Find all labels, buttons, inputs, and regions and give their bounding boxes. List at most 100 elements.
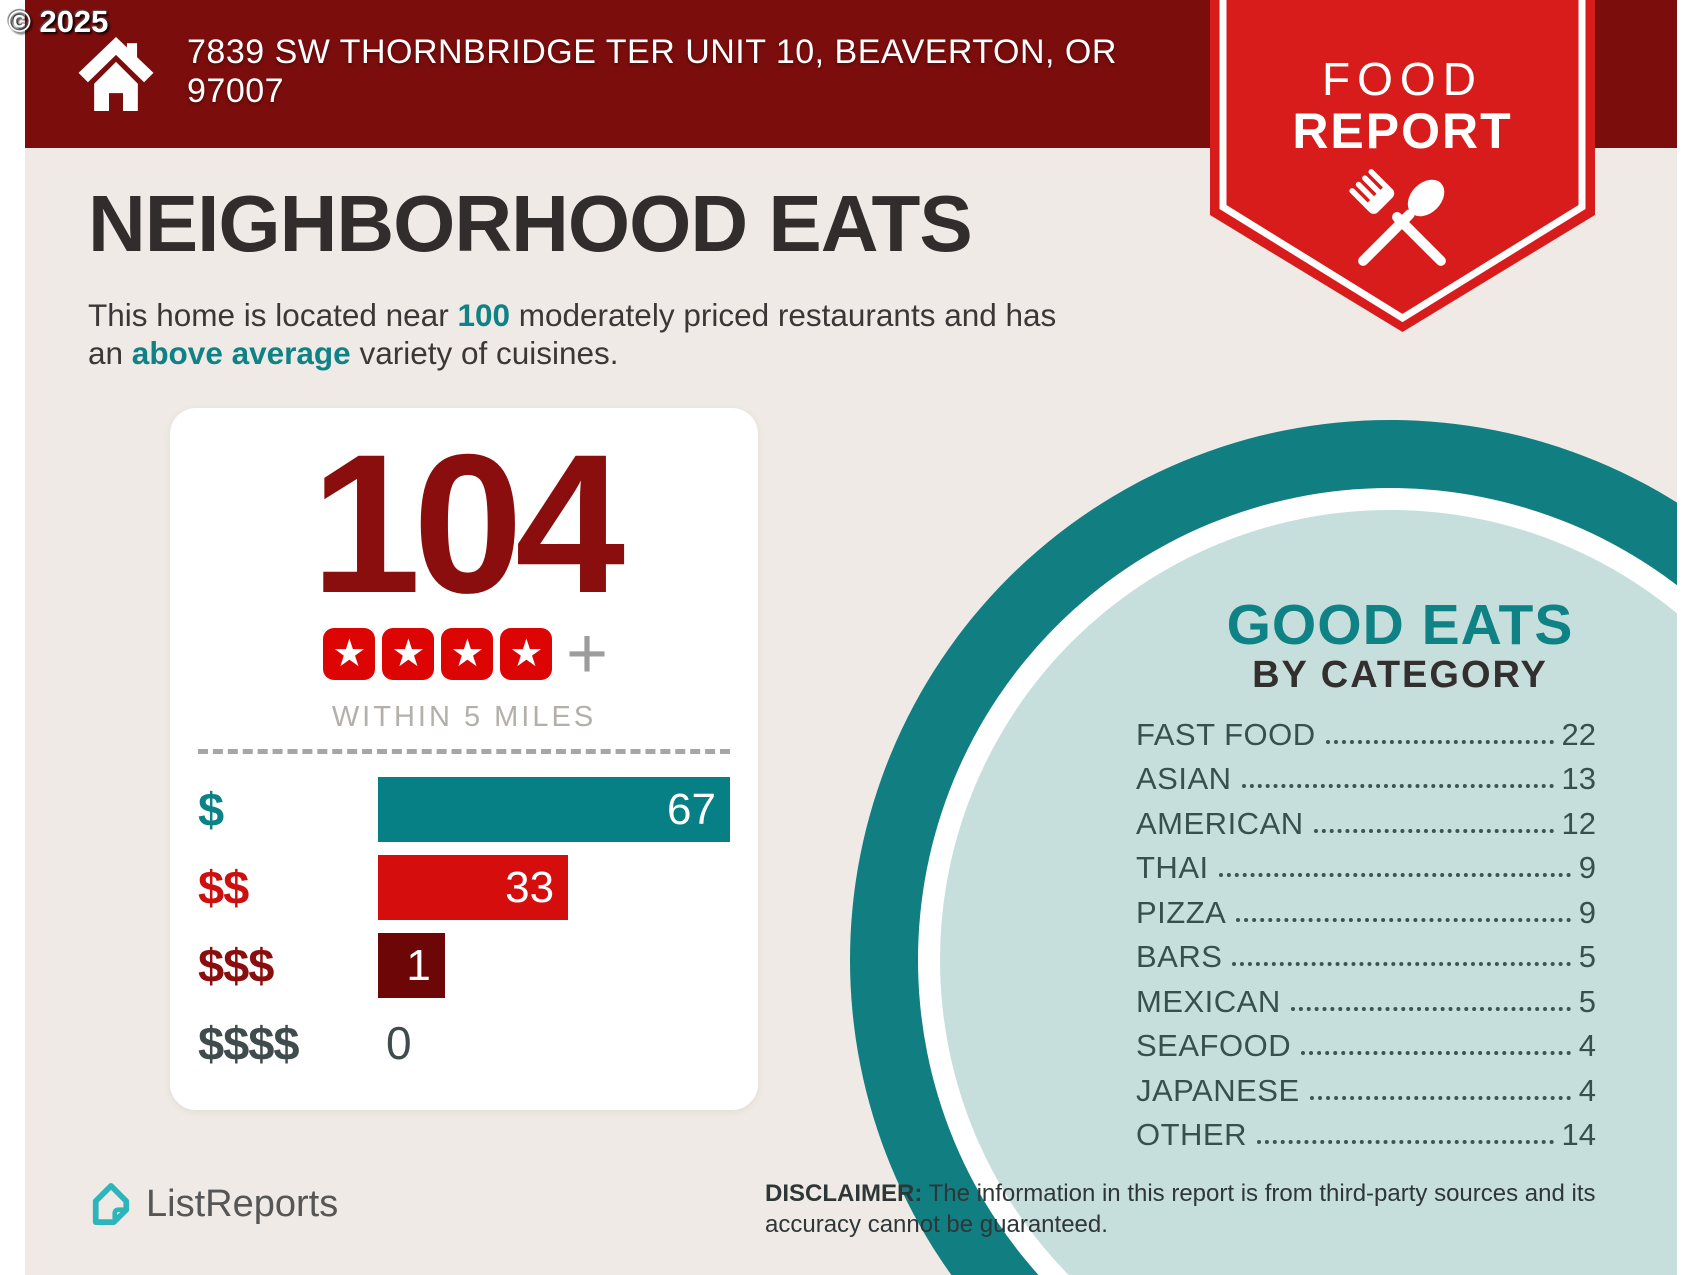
star-icon: ★ xyxy=(382,628,435,680)
price-tier-bar: 1 xyxy=(378,933,445,998)
category-label: THAI xyxy=(1136,850,1209,885)
price-tier-label: $$ xyxy=(198,861,249,914)
category-row: JAPANESE 4 xyxy=(1136,1068,1596,1113)
spoon-fork-icon xyxy=(1349,169,1446,266)
price-tier-bar-area: 67 xyxy=(378,777,730,842)
category-label: AMERICAN xyxy=(1136,805,1304,841)
ribbon-banner-shape xyxy=(1210,0,1595,332)
dotted-leader xyxy=(1241,784,1554,788)
category-label: PIZZA xyxy=(1136,894,1227,930)
price-tier-value: 0 xyxy=(386,1017,412,1069)
price-tier-value: 33 xyxy=(505,862,555,912)
category-label: ASIAN xyxy=(1136,761,1232,796)
disclaimer-label: DISCLAIMER: xyxy=(765,1180,923,1207)
subtitle-text: This home is located near xyxy=(88,297,458,333)
category-label: MEXICAN xyxy=(1136,983,1281,1019)
category-row: FAST FOOD 22 xyxy=(1136,712,1596,757)
category-value: 4 xyxy=(1578,1072,1596,1108)
category-label: JAPANESE xyxy=(1136,1072,1300,1108)
disclaimer: DISCLAIMER: The information in this repo… xyxy=(765,1178,1645,1240)
category-value: 12 xyxy=(1561,805,1596,841)
address-line1: 7839 SW THORNBRIDGE TER UNIT 10, BEAVERT… xyxy=(187,33,1117,71)
category-row: MEXICAN 5 xyxy=(1136,979,1596,1024)
star-icon: ★ xyxy=(500,628,553,680)
category-label: FAST FOOD xyxy=(1136,716,1316,752)
listreports-house-icon xyxy=(92,1183,130,1225)
category-value: 5 xyxy=(1578,983,1596,1019)
copyright-watermark: © 2025 xyxy=(8,4,109,39)
price-tier-bar: 67 xyxy=(378,777,730,842)
category-value: 14 xyxy=(1561,1117,1596,1152)
radius-label: WITHIN 5 MILES xyxy=(331,701,597,733)
price-tier-bar: 33 xyxy=(378,855,569,920)
price-tier-row: $$$$ 0 xyxy=(198,1011,730,1076)
infographic-canvas: 7839 SW THORNBRIDGE TER UNIT 10, BEAVERT… xyxy=(25,0,1677,1275)
rating-stars: ★ ★ ★ ★ xyxy=(320,628,556,680)
category-row: ASIAN 13 xyxy=(1136,757,1596,802)
address-line2: 97007 xyxy=(187,72,285,110)
category-value: 5 xyxy=(1578,939,1596,974)
listreports-logotype: ListReports xyxy=(146,1182,339,1225)
food-report-ribbon: FOOD REPORT xyxy=(1210,0,1595,332)
category-label: BARS xyxy=(1136,939,1223,974)
ribbon-title-report: REPORT xyxy=(1292,103,1513,159)
disclaimer-line2: accuracy cannot be guaranteed. xyxy=(765,1211,1108,1238)
ribbon-title-food: FOOD xyxy=(1322,53,1483,105)
good-eats-subtitle: BY CATEGORY xyxy=(1252,654,1548,696)
plus-sign: + xyxy=(565,614,609,694)
dotted-leader xyxy=(1290,1006,1571,1011)
dotted-leader xyxy=(1325,739,1554,744)
listreports-logo: ListReports xyxy=(90,1180,338,1228)
category-row: BARS 5 xyxy=(1136,935,1596,980)
category-row: OTHER 14 xyxy=(1136,1113,1596,1158)
good-eats-title: GOOD EATS xyxy=(1226,593,1574,657)
price-tier-value: 1 xyxy=(406,940,431,990)
restaurant-stats-card: 104 ★ ★ ★ ★ + WITHIN 5 MILES $67 $$ 33 $$$ 1 $$$… xyxy=(170,408,758,1110)
price-tier-row: $$$ 1 xyxy=(198,933,730,998)
dotted-leader xyxy=(1218,873,1571,877)
category-value: 13 xyxy=(1561,761,1596,796)
restaurant-count: 104 xyxy=(310,413,625,634)
category-row: AMERICAN 12 xyxy=(1136,801,1596,846)
price-tier-label: $$$$ xyxy=(198,1017,300,1070)
category-value: 4 xyxy=(1578,1028,1596,1063)
category-row: PIZZA 9 xyxy=(1136,890,1596,935)
dashed-divider xyxy=(198,749,730,754)
price-tier-bar-area: 33 xyxy=(378,855,730,920)
price-tier-bar-area: 1 xyxy=(378,933,730,998)
property-address: 7839 SW THORNBRIDGE TER UNIT 10, BEAVERT… xyxy=(187,33,1117,111)
disclaimer-line1: The information in this report is from t… xyxy=(922,1180,1596,1207)
dotted-leader xyxy=(1232,962,1571,966)
dotted-leader xyxy=(1313,828,1554,833)
price-tier-row: $67 xyxy=(198,777,730,842)
subtitle-highlight-variety: above average xyxy=(131,335,351,371)
category-list: FAST FOOD 22 ASIAN 13 AMERICAN 12 THAI 9 PIZZA 9 B… xyxy=(1136,712,1596,1157)
star-icon: ★ xyxy=(441,628,494,680)
category-row: THAI 9 xyxy=(1136,846,1596,891)
category-value: 9 xyxy=(1578,894,1596,930)
category-label: SEAFOOD xyxy=(1136,1028,1292,1063)
dotted-leader xyxy=(1236,917,1571,922)
category-value: 22 xyxy=(1561,716,1596,752)
price-tier-bar-area: 0 xyxy=(378,1011,730,1076)
category-label: OTHER xyxy=(1136,1117,1247,1152)
rating-stars-row: ★ ★ ★ ★ + xyxy=(198,614,730,694)
price-tier-row: $$ 33 xyxy=(198,855,730,920)
subtitle-text: variety of cuisines. xyxy=(350,335,619,371)
dotted-leader xyxy=(1301,1051,1571,1055)
category-value: 9 xyxy=(1578,850,1596,885)
subtitle-highlight-count: 100 xyxy=(457,297,510,333)
page-subtitle: This home is located near 100 moderately… xyxy=(88,296,1098,372)
price-tier-label: $ xyxy=(198,783,224,836)
home-icon xyxy=(78,36,154,112)
dotted-leader xyxy=(1257,1140,1554,1144)
page-title: NEIGHBORHOOD EATS xyxy=(88,179,973,268)
subtitle-text: moderately priced restaurants and has an xyxy=(88,297,1057,371)
price-tier-value: 67 xyxy=(667,784,716,834)
price-bar-chart: $67 $$ 33 $$$ 1 $$$$ 0 xyxy=(198,777,730,1076)
category-row: SEAFOOD 4 xyxy=(1136,1024,1596,1069)
dotted-leader xyxy=(1309,1095,1571,1100)
star-icon: ★ xyxy=(323,628,376,680)
price-tier-label: $$$ xyxy=(198,939,274,992)
